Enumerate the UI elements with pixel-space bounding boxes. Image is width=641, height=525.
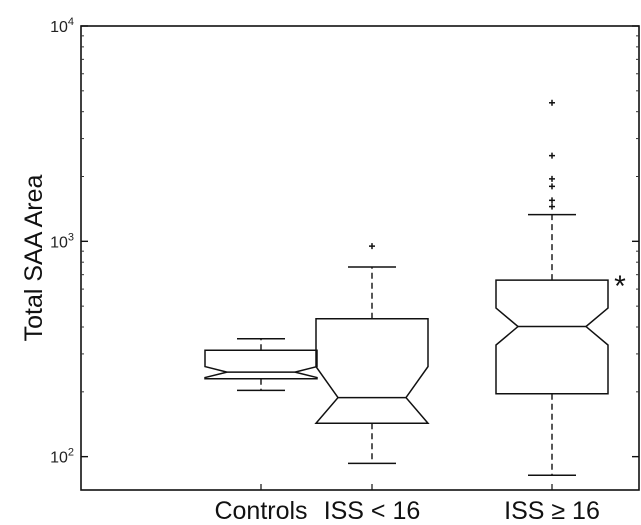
box-body xyxy=(204,349,318,380)
box-1 xyxy=(204,337,318,392)
x-tick-label: ISS ≥ 16 xyxy=(504,497,600,525)
x-tick-label: ISS < 16 xyxy=(324,497,421,525)
significance-marker: * xyxy=(614,270,626,303)
boxes-layer: * xyxy=(204,99,626,476)
box-body xyxy=(314,317,430,424)
outlier-point xyxy=(549,203,555,210)
plot-frame xyxy=(80,25,640,491)
outlier-point xyxy=(549,175,555,182)
y-axis-label: Total SAA Area xyxy=(20,175,48,342)
outlier-point xyxy=(549,99,555,106)
outlier-point xyxy=(549,183,555,190)
box-body xyxy=(495,279,609,395)
outlier-point xyxy=(369,243,375,250)
x-axis-labels: Controls ISS < 16 ISS ≥ 16 xyxy=(214,484,600,525)
y-tick-label: 103 xyxy=(50,231,74,251)
outlier-point xyxy=(549,197,555,204)
box-3 xyxy=(495,99,609,476)
y-axis-ticks: 102 103 104 xyxy=(50,16,639,467)
y-tick-label: 102 xyxy=(50,447,74,467)
outlier-point xyxy=(549,152,555,159)
box-2 xyxy=(314,243,430,465)
x-tick-label: Controls xyxy=(214,497,307,525)
y-tick-label: 104 xyxy=(50,16,74,36)
